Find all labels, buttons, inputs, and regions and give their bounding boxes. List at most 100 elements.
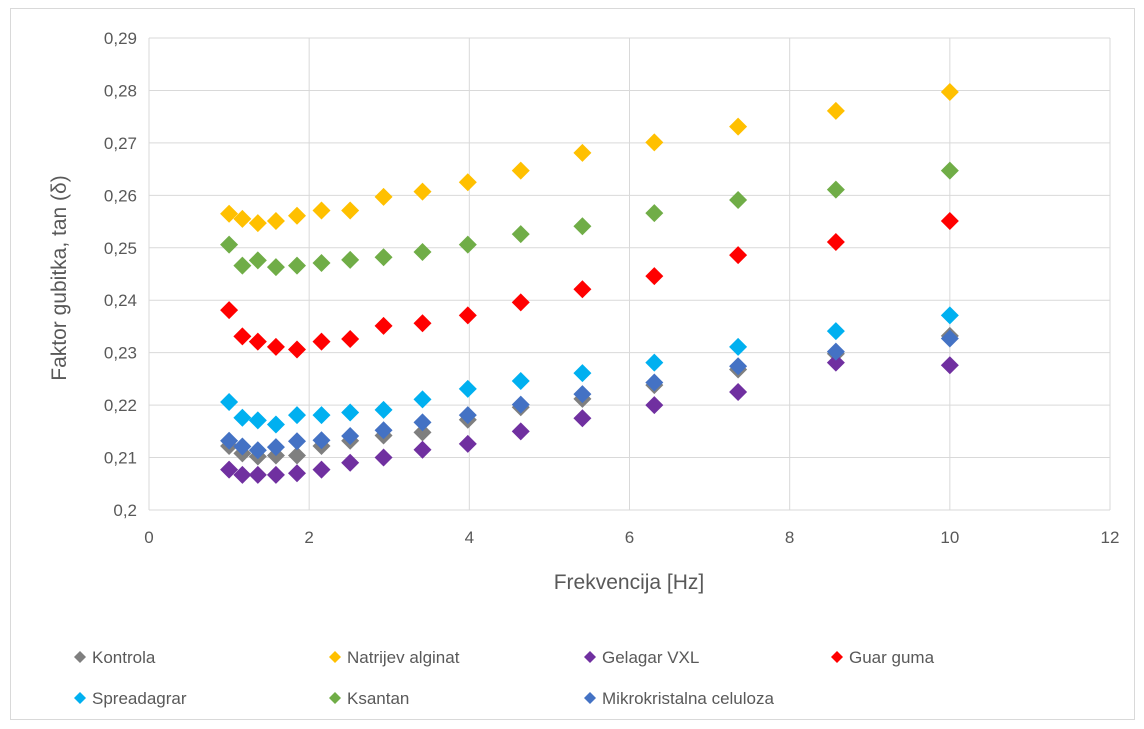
data-point	[729, 117, 748, 136]
data-point	[645, 133, 664, 152]
data-point	[458, 379, 477, 398]
data-point	[645, 353, 664, 372]
legend-marker	[329, 692, 341, 704]
data-point	[266, 438, 285, 457]
y-tick-label: 0,29	[104, 29, 137, 48]
data-point	[413, 390, 432, 409]
x-tick-label: 10	[940, 528, 959, 547]
legend: Kontrola Natrijev alginat Gelagar VXL Guar …	[74, 648, 935, 708]
legend-marker	[831, 651, 843, 663]
data-point	[729, 337, 748, 356]
data-point	[511, 422, 530, 441]
y-tick-label: 0,27	[104, 134, 137, 153]
data-point	[729, 383, 748, 401]
legend-marker	[329, 651, 341, 663]
data-point	[287, 446, 306, 465]
y-axis-ticks: 0,2 0,21 0,22 0,23 0,24 0,25 0,26 0,27 0,28 0,29	[104, 29, 137, 520]
data-point	[248, 214, 267, 233]
data-point	[233, 256, 252, 275]
data-point	[312, 406, 331, 425]
data-point	[287, 406, 306, 425]
data-point	[645, 396, 664, 415]
data-point	[312, 460, 331, 479]
data-point	[220, 431, 239, 450]
series-kontrola	[220, 326, 959, 466]
y-tick-label: 0,23	[104, 344, 137, 363]
data-point	[511, 225, 530, 244]
data-point	[413, 182, 432, 201]
y-tick-label: 0,26	[104, 186, 137, 205]
data-point	[826, 101, 845, 120]
data-point	[645, 267, 664, 286]
series-natrijev-alginat	[220, 83, 959, 233]
data-point	[374, 187, 393, 206]
series-ksantan	[220, 161, 959, 277]
y-tick-label: 0,21	[104, 449, 137, 468]
y-tick-label: 0,24	[104, 291, 137, 310]
data-point	[233, 408, 252, 427]
legend-marker	[74, 651, 86, 663]
data-point	[826, 180, 845, 199]
data-point	[312, 201, 331, 220]
legend-label: Spreadagrar	[92, 689, 187, 708]
data-point	[374, 448, 393, 467]
data-point	[511, 371, 530, 390]
data-point	[233, 209, 252, 228]
y-axis-title: Faktor gubitka, tan (δ)	[48, 175, 71, 380]
legend-item: Kontrola	[74, 648, 156, 667]
data-points	[220, 83, 959, 484]
data-point	[573, 409, 592, 428]
data-point	[940, 306, 959, 325]
data-point	[312, 332, 331, 351]
data-point	[341, 201, 360, 220]
data-point	[374, 400, 393, 419]
legend-label: Natrijev alginat	[347, 648, 460, 667]
data-point	[458, 173, 477, 192]
legend-label: Ksantan	[347, 689, 409, 708]
data-point	[248, 332, 267, 351]
x-tick-label: 4	[465, 528, 474, 547]
data-point	[573, 217, 592, 236]
data-point	[374, 421, 393, 440]
data-point	[940, 83, 959, 102]
data-point	[940, 161, 959, 180]
legend-label: Guar guma	[849, 648, 935, 667]
x-axis-ticks: 0 2 4 6 8 10 12	[144, 528, 1119, 547]
data-point	[220, 460, 239, 479]
data-point	[220, 204, 239, 223]
x-tick-label: 6	[625, 528, 634, 547]
data-point	[940, 356, 959, 375]
data-point	[826, 342, 845, 361]
data-point	[573, 280, 592, 299]
data-point	[458, 235, 477, 254]
data-point	[940, 329, 959, 348]
legend-label: Gelagar VXL	[602, 648, 699, 667]
data-point	[341, 403, 360, 422]
data-point	[374, 248, 393, 267]
data-point	[511, 293, 530, 312]
data-point	[266, 337, 285, 356]
legend-item: Guar guma	[831, 648, 935, 667]
legend-label: Mikrokristalna celuloza	[602, 689, 774, 708]
data-point	[826, 353, 845, 372]
y-tick-label: 0,22	[104, 396, 137, 415]
data-point	[233, 465, 252, 484]
data-point	[341, 330, 360, 349]
y-tick-label: 0,28	[104, 81, 137, 100]
data-point	[645, 373, 664, 392]
series-mikrokristalna-celuloza	[220, 329, 959, 460]
data-point	[312, 431, 331, 450]
data-point	[220, 392, 239, 411]
data-point	[220, 235, 239, 254]
legend-marker	[74, 692, 86, 704]
data-point	[458, 434, 477, 453]
data-point	[220, 301, 239, 320]
x-tick-label: 12	[1101, 528, 1120, 547]
x-tick-label: 8	[785, 528, 794, 547]
data-point	[248, 251, 267, 270]
data-point	[287, 256, 306, 275]
data-point	[287, 206, 306, 225]
y-tick-label: 0,25	[104, 239, 137, 258]
data-point	[573, 364, 592, 383]
gridlines	[148, 37, 1111, 511]
